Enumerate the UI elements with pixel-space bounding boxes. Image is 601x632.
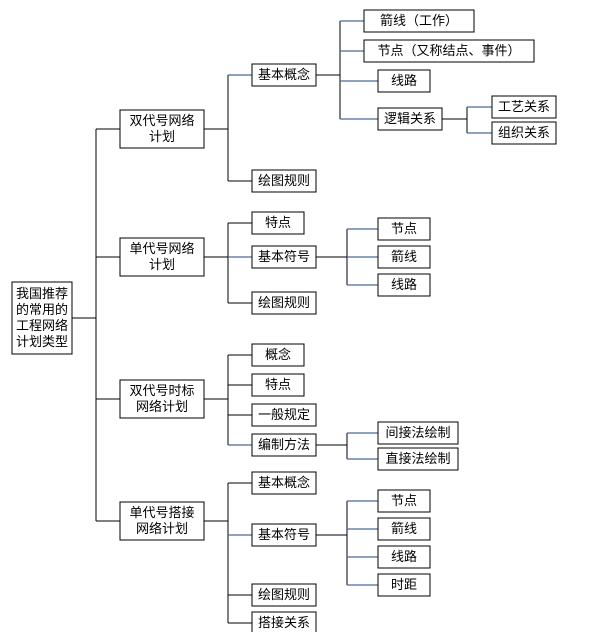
tree-node-label: 基本概念 (258, 67, 310, 82)
tree-node-label: 绘图规则 (258, 587, 310, 602)
tree-node-label: 特点 (265, 377, 291, 392)
tree-node-label: 搭接关系 (258, 615, 310, 630)
tree-node-label: 特点 (265, 215, 291, 230)
tree-node-label: 箭线 (391, 521, 417, 536)
tree-node-label: 节点 (391, 221, 417, 236)
tree-node-label: 直接法绘制 (385, 451, 450, 466)
tree-node-label: 网络计划 (136, 399, 188, 414)
tree-node-label: 线路 (391, 73, 417, 88)
tree-node-label: 单代号搭接 (129, 505, 194, 520)
tree-node-label: 计划类型 (16, 334, 68, 349)
tree-node-label: 箭线（工作） (380, 13, 458, 28)
tree-node-label: 编制方法 (258, 437, 310, 452)
tree-node-label: 绘图规则 (258, 173, 310, 188)
tree-node-label: 工艺关系 (498, 99, 550, 114)
tree-node-label: 双代号时标 (129, 383, 194, 398)
tree-node-label: 的常用的 (16, 302, 68, 317)
tree-node-label: 时距 (391, 577, 417, 592)
tree-node-label: 基本符号 (258, 527, 310, 542)
tree-node-label: 基本符号 (258, 249, 310, 264)
tree-node-label: 逻辑关系 (384, 111, 436, 126)
tree-node-label: 计划 (149, 129, 175, 144)
tree-node-label: 节点 (391, 493, 417, 508)
tree-node-label: 双代号网络 (129, 113, 194, 128)
tree-node-label: 节点（又称结点、事件） (377, 43, 520, 58)
tree-node-label: 线路 (391, 549, 417, 564)
tree-node-label: 计划 (149, 257, 175, 272)
tree-node-label: 组织关系 (498, 125, 550, 140)
tree-node-label: 箭线 (391, 249, 417, 264)
tree-node-label: 网络计划 (136, 521, 188, 536)
tree-node-label: 一般规定 (258, 407, 310, 422)
tree-node-label: 单代号网络 (129, 241, 194, 256)
tree-node-label: 线路 (391, 277, 417, 292)
tree-node-label: 绘图规则 (258, 295, 310, 310)
tree-diagram: 我国推荐的常用的工程网络计划类型双代号网络计划单代号网络计划双代号时标网络计划单… (0, 0, 601, 632)
tree-node-label: 概念 (265, 347, 291, 362)
tree-node-label: 工程网络 (16, 318, 68, 333)
tree-node-label: 基本概念 (258, 475, 310, 490)
tree-node-label: 间接法绘制 (385, 425, 450, 440)
tree-node-label: 我国推荐 (16, 286, 68, 301)
